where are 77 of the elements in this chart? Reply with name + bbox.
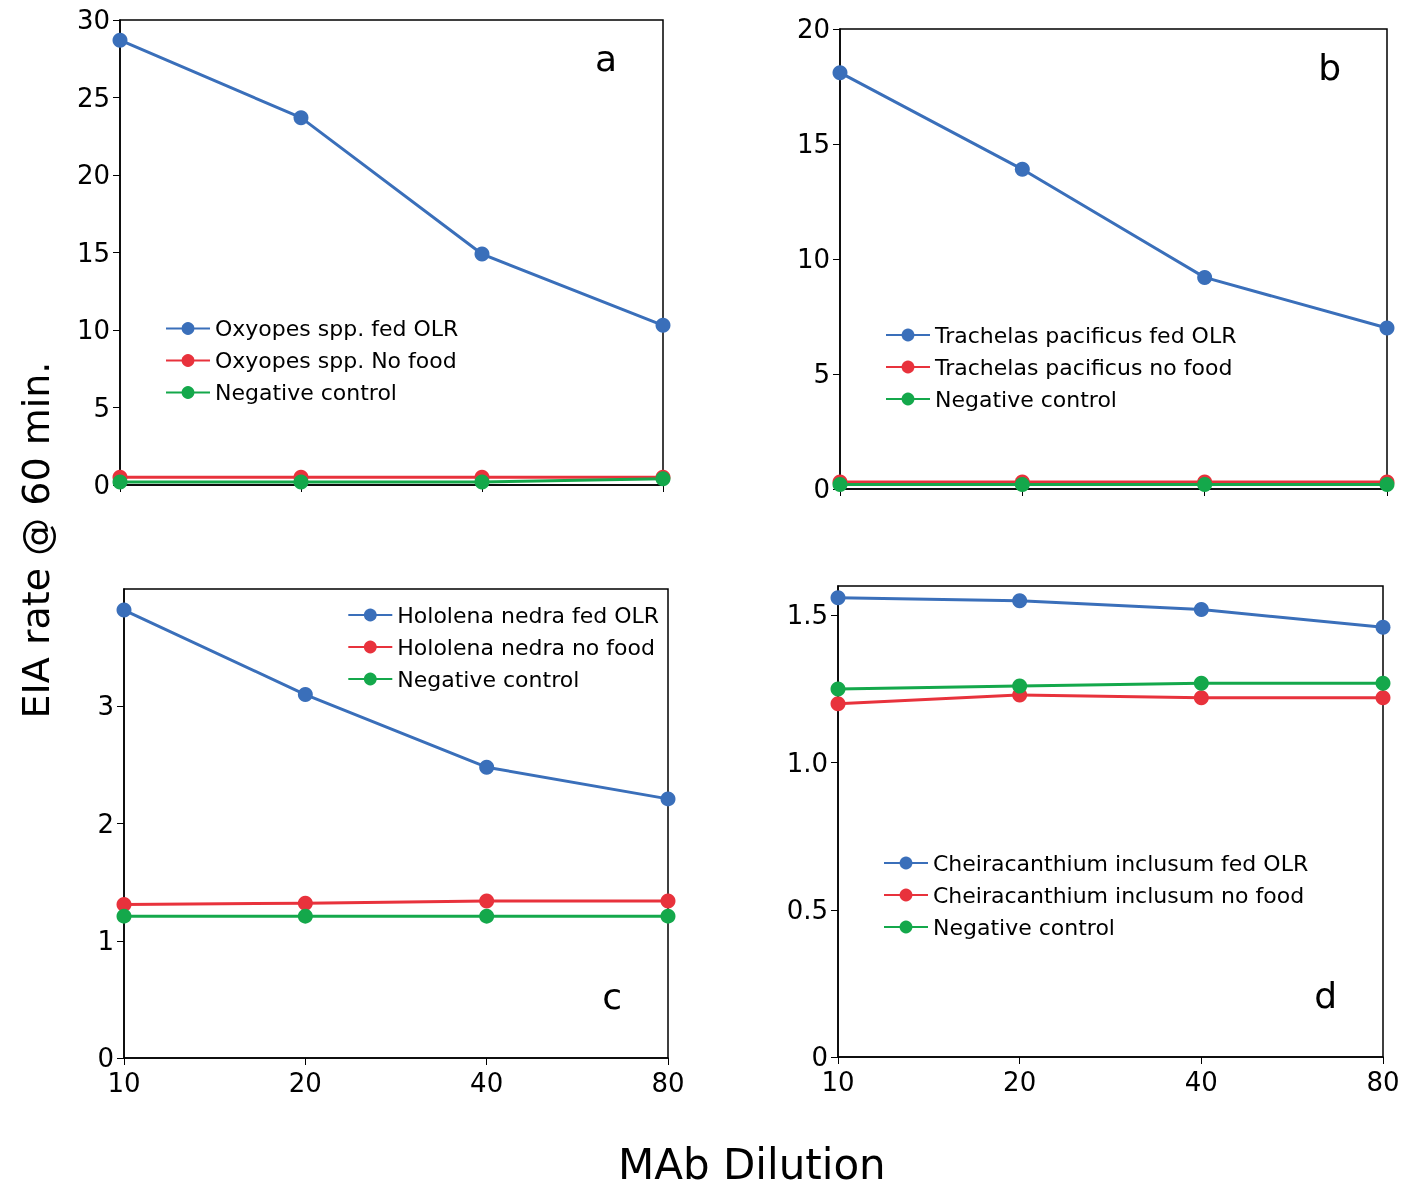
point: [1012, 593, 1028, 609]
legend-label: Trachelas pacificus fed OLR: [934, 322, 1237, 348]
point: [830, 590, 846, 606]
point: [479, 908, 495, 924]
point: [112, 32, 128, 48]
point: [474, 246, 490, 262]
point: [293, 110, 309, 126]
point: [1375, 690, 1391, 706]
point: [112, 474, 128, 490]
point: [830, 681, 846, 697]
y-tick-label: 5: [813, 359, 830, 389]
point: [1012, 678, 1028, 694]
point: [116, 602, 132, 618]
x-tick-label: 40: [470, 1068, 504, 1098]
point: [830, 696, 846, 712]
annotation: a: [594, 37, 617, 79]
y-tick-label: 1: [97, 925, 114, 956]
legend-label: Negative control: [397, 666, 580, 692]
y-tick-label: 10: [796, 244, 830, 274]
y-tick-label: 5: [93, 392, 110, 423]
y-tick-label: 20: [76, 160, 110, 190]
y-tick-label: 0.5: [786, 894, 828, 925]
point: [293, 474, 309, 490]
y-tick-label: 3: [97, 691, 114, 722]
y-tick-label: 1.5: [786, 600, 828, 631]
point: [660, 893, 676, 909]
y-tick-label: 15: [796, 129, 830, 159]
y-tick-label: 30: [76, 5, 110, 35]
legend-label: Hololena nedra no food: [397, 634, 655, 660]
point: [1375, 675, 1391, 691]
point: [660, 908, 676, 924]
x-axis-title: MAb Dilution: [618, 1140, 886, 1187]
point: [1193, 602, 1209, 618]
legend-label: Cheiracanthium inclusum no food: [933, 882, 1305, 908]
point: [1193, 675, 1209, 691]
point: [1197, 269, 1213, 285]
y-tick-label: 0: [811, 1042, 828, 1072]
y-tick-label: 0: [813, 474, 830, 504]
y-tick-label: 20: [796, 14, 830, 44]
legend-label: Trachelas pacificus no food: [934, 354, 1233, 380]
legend-label: Negative control: [215, 380, 397, 405]
point: [1379, 320, 1395, 336]
annotation: d: [1314, 974, 1338, 1016]
x-tick-label: 40: [1184, 1067, 1218, 1097]
point: [655, 317, 671, 333]
y-tick-label: 0: [97, 1043, 114, 1073]
point: [116, 908, 132, 924]
legend-label: Hololena nedra fed OLR: [397, 602, 659, 628]
legend-label: Cheiracanthium inclusum fed OLR: [933, 850, 1309, 876]
legend-label: Oxyopes spp. No food: [215, 348, 457, 373]
point: [474, 474, 490, 490]
y-axis-title: EIA rate @ 60 min.: [13, 361, 58, 719]
point: [1014, 161, 1030, 177]
legend-label: Negative control: [935, 386, 1117, 412]
point: [660, 791, 676, 807]
point: [297, 908, 313, 924]
point: [1375, 619, 1391, 635]
annotation: c: [602, 975, 622, 1017]
y-tick-label: 2: [97, 808, 114, 839]
point: [1193, 690, 1209, 706]
x-tick-label: 20: [1003, 1067, 1037, 1097]
point: [297, 895, 313, 911]
point: [832, 65, 848, 81]
x-tick-label: 80: [1366, 1067, 1400, 1097]
legend-label: Negative control: [933, 914, 1115, 940]
legend-label: Oxyopes spp. fed OLR: [215, 316, 459, 341]
y-tick-label: 15: [76, 237, 110, 268]
x-tick-label: 20: [288, 1068, 322, 1098]
x-tick-label: 80: [651, 1068, 685, 1098]
y-tick-label: 25: [76, 82, 110, 113]
annotation: b: [1318, 46, 1342, 88]
y-tick-label: 1.0: [786, 747, 828, 778]
y-tick-label: 0: [93, 470, 110, 500]
y-tick-label: 10: [76, 315, 110, 345]
point: [479, 893, 495, 909]
point: [297, 687, 313, 703]
point: [479, 759, 495, 775]
